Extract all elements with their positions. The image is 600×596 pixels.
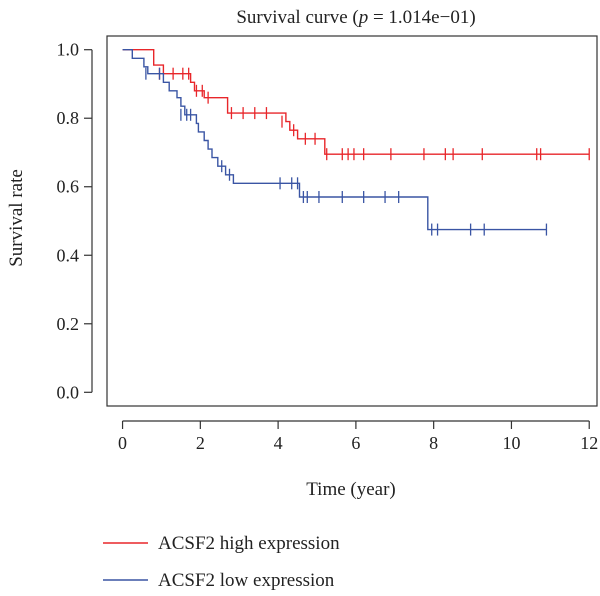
x-tick-label: 2: [196, 433, 205, 453]
y-tick-label: 0.4: [57, 245, 80, 265]
chart-title-p: p: [357, 7, 369, 28]
x-axis: 0 2 4 6 8 10 12: [118, 420, 598, 453]
x-tick-label: 0: [118, 433, 127, 453]
chart-title-suffix: = 1.014e−01): [368, 7, 475, 28]
legend: ACSF2 high expression ACSF2 low expressio…: [103, 533, 340, 591]
x-tick-label: 10: [502, 433, 520, 453]
legend-label: ACSF2 low expression: [158, 570, 335, 591]
y-tick-label: 0.6: [57, 177, 80, 197]
series-layer: [122, 49, 590, 236]
series-line: [122, 49, 547, 231]
y-tick-label: 1.0: [57, 40, 80, 60]
x-tick-label: 12: [580, 433, 598, 453]
plot-frame: [106, 35, 598, 407]
chart-title-prefix: Survival curve (: [236, 7, 358, 28]
chart-title: Survival curve (p = 1.014e−01): [236, 7, 475, 28]
x-tick-label: 6: [351, 433, 360, 453]
series-group: [122, 49, 590, 161]
series-line: [122, 49, 590, 155]
y-axis: 0.0 0.2 0.4 0.6 0.8 1.0: [57, 40, 93, 402]
x-axis-label: Time (year): [306, 479, 396, 500]
y-tick-label: 0.2: [57, 314, 80, 334]
x-tick-label: 8: [429, 433, 438, 453]
y-tick-label: 0.8: [57, 108, 80, 128]
y-axis-label: Survival rate: [6, 169, 27, 267]
legend-label: ACSF2 high expression: [158, 533, 340, 554]
series-group: [122, 49, 548, 236]
y-tick-label: 0.0: [57, 382, 80, 402]
x-tick-label: 4: [274, 433, 283, 453]
